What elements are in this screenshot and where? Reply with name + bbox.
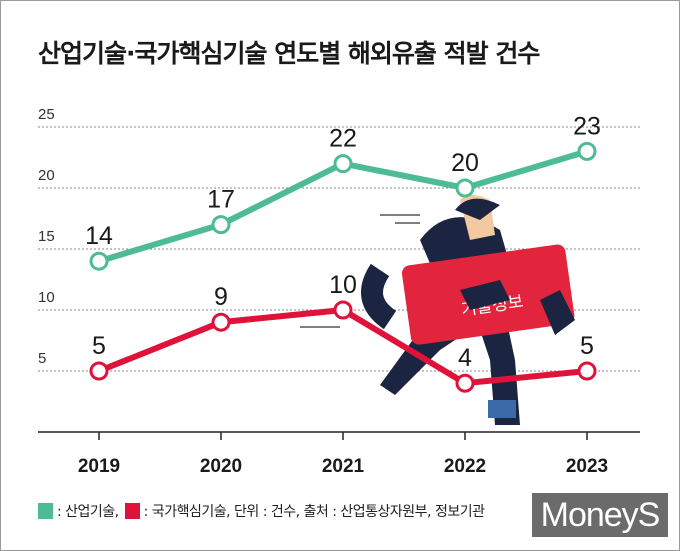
chart-title: 산업기술·국가핵심기술 연도별 해외유출 적발 건수 — [38, 39, 540, 68]
data-point — [455, 178, 475, 198]
data-label: 9 — [214, 283, 228, 311]
data-point — [89, 361, 109, 381]
data-point — [333, 300, 353, 320]
data-label: 14 — [85, 222, 113, 250]
y-tick-label: 25 — [38, 106, 55, 123]
legend-label-national: : 국가핵심기술, 단위 : 건수, 출처 : 산업통상자원부, 정보기관 — [143, 504, 485, 520]
illus-hand — [540, 290, 575, 335]
data-label: 4 — [458, 344, 472, 372]
legend-label-industrial: : 산업기술, — [57, 504, 119, 520]
data-label: 5 — [580, 332, 594, 360]
y-tick-label: 20 — [38, 167, 55, 184]
data-point — [89, 251, 109, 271]
legend-swatch-national — [124, 503, 140, 519]
data-point — [577, 361, 597, 381]
illus-hand — [460, 280, 510, 310]
x-tick-label: 2023 — [566, 456, 608, 477]
data-point — [577, 141, 597, 161]
data-label: 10 — [329, 271, 357, 299]
illus-sock — [488, 400, 516, 418]
x-tick-label: 2022 — [444, 456, 486, 477]
data-label: 20 — [451, 149, 479, 177]
illus-arm — [361, 263, 397, 330]
data-label: 5 — [92, 332, 106, 360]
legend: : 산업기술, : 국가핵심기술, 단위 : 건수, 출처 : 산업통상자원부,… — [38, 501, 485, 521]
moneys-logo: MoneyS — [532, 493, 668, 537]
x-tick-label: 2021 — [322, 456, 365, 477]
data-point — [211, 312, 231, 332]
y-tick-label: 5 — [38, 350, 46, 367]
x-tick-label: 2020 — [200, 456, 242, 477]
data-label: 23 — [573, 112, 601, 140]
thief-illustration: 기술정보 — [300, 195, 575, 425]
data-point — [211, 215, 231, 235]
data-point — [455, 373, 475, 393]
data-label: 22 — [329, 125, 357, 153]
x-tick-label: 2019 — [78, 456, 120, 477]
illus-hair — [455, 198, 500, 220]
legend-swatch-industrial — [38, 503, 53, 519]
y-tick-label: 10 — [38, 289, 55, 306]
data-label: 17 — [207, 186, 235, 214]
y-tick-label: 15 — [38, 228, 55, 245]
data-point — [333, 154, 353, 174]
